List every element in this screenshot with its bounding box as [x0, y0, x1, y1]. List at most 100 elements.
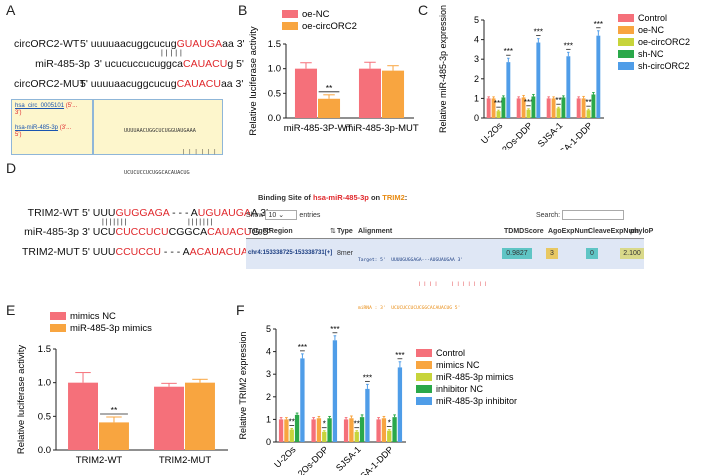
header-tdmd[interactable]: TDMDScore [504, 228, 544, 235]
legend-label: mimics NC [70, 311, 116, 322]
y-tick-label: 1 [266, 414, 271, 424]
cell-type: 8mer [337, 250, 353, 257]
significance-label: ** [111, 405, 118, 415]
header-ago[interactable]: AgoExpNum [548, 228, 590, 235]
x-tick-label: SJSA-1 [536, 120, 565, 149]
legend-label: oe-NC [302, 9, 330, 20]
significance-label: *** [524, 98, 533, 107]
significance-label: * [388, 419, 391, 428]
x-tick-label: TRIM2-WT [76, 455, 123, 466]
significance-label: ** [326, 83, 333, 93]
bar [586, 110, 591, 118]
bar [316, 418, 322, 442]
bar [392, 417, 397, 442]
header-target-region[interactable]: TargetRegion [248, 228, 293, 235]
header-type[interactable]: Type [337, 228, 353, 235]
legend-swatch [50, 312, 66, 320]
y-tick-label: 2 [266, 392, 271, 402]
bar [501, 97, 506, 118]
bar [581, 98, 586, 118]
bar [343, 419, 349, 442]
seq-row-trim2-wt: TRIM2-WT 5' UUUGUGGAGA - - - AUGUAUGAA 3' [27, 207, 269, 219]
table-title: Binding Site of hsa-miR-485-3p on TRIM2: [258, 193, 408, 202]
bar [294, 414, 300, 442]
legend-swatch [282, 10, 298, 18]
cell-alignment: Target: 5' UUUUGUGGAGA---AUGUAUGAA 3' | … [358, 258, 488, 311]
bar [327, 418, 332, 442]
bar [566, 56, 571, 118]
y-tick-label: 0.5 [268, 88, 281, 99]
bar [311, 419, 316, 442]
x-tick-label: SJSA-1 [334, 444, 363, 473]
x-tick-label: U-2Os [479, 120, 505, 146]
bar [387, 430, 392, 442]
bar [376, 419, 381, 442]
significance-label: *** [494, 99, 503, 108]
bar [536, 42, 541, 118]
chart-e-luciferase: 0.0 0.5 1.0 1.5 Relative luciferase activity… [16, 311, 228, 466]
x-tick-label: U-2Os [272, 444, 298, 470]
y-tick-label: 0 [474, 113, 479, 123]
header-cleave[interactable]: CleaveExpNum [588, 228, 639, 235]
legend-swatch [50, 324, 66, 332]
bar [289, 429, 294, 442]
x-tick-label: TRIM2-MUT [159, 455, 211, 466]
bar [556, 108, 561, 118]
bar [359, 417, 365, 442]
cell-target-region[interactable]: chr4:153338725-153338731[+] [248, 250, 333, 256]
alignment-sequences: UUUUAACUGGCUCUGGUAUGAAA | | | | | | UCUC… [124, 128, 217, 176]
significance-label: ** [289, 417, 295, 426]
bar [546, 98, 551, 118]
significance-label: ** [354, 420, 360, 429]
bar [516, 98, 521, 118]
significance-label: *** [395, 351, 404, 360]
bar [365, 388, 370, 442]
y-tick-label: 3 [474, 54, 479, 64]
seq-row-circorc2-mut: circORC2-MUT5' uuuuaacuggcucugCAUACUaa 3… [14, 78, 244, 90]
legend-label: sh-NC [638, 49, 664, 59]
bar [381, 418, 387, 442]
binding-site-table: Binding Site of hsa-miR-485-3p on TRIM2:… [240, 191, 653, 311]
header-alignment[interactable]: Alignment [358, 228, 393, 235]
table-row: chr4:153338725-153338731[+] 8mer Target:… [246, 239, 644, 311]
chart-b-luciferase: 0.0 0.5 1.0 1.5 Relative luciferase activity… [248, 9, 419, 136]
alignment-box: hsa_circ_0005101 (5'... 3') hsa-miR-485-… [11, 99, 223, 176]
seq-row-trim2-mut: TRIM2-MUT5' UUUCCUCCU - - - AACAUACUA 3' [22, 246, 258, 258]
legend-label: Control [436, 348, 465, 358]
legend-label: mimics NC [436, 360, 480, 370]
alignment-labels: hsa_circ_0005101 (5'... 3') hsa-miR-485-… [15, 103, 78, 138]
bar [596, 35, 601, 118]
legend-swatch [618, 62, 634, 70]
panel-label-a: A [6, 2, 16, 18]
header-phylop[interactable]: phyloP [630, 228, 654, 235]
legend-label: miR-485-3p mimics [70, 323, 152, 334]
bar [551, 98, 556, 118]
significance-label: *** [534, 28, 543, 37]
cell-ago: 3 [546, 248, 558, 259]
legend-swatch [416, 373, 432, 381]
significance-label: *** [504, 47, 513, 56]
cell-cleave: 0 [586, 248, 598, 259]
entries-select[interactable]: 10 ⌄ [265, 210, 298, 220]
bar [486, 98, 491, 118]
search-area: Search: [536, 210, 625, 220]
chevron-down-icon: ⌄ [278, 212, 285, 219]
bar [576, 98, 581, 118]
bar [185, 382, 215, 450]
y-tick-label: 1.0 [268, 64, 281, 75]
show-entries: Show 10 ⌄ entries [246, 210, 321, 220]
legend-label: miR-485-3p inhibitor [436, 396, 517, 406]
significance-label: *** [564, 41, 573, 50]
bar [491, 98, 496, 118]
bar [99, 422, 129, 450]
bar [358, 68, 381, 118]
panel-label-e: E [6, 302, 16, 318]
search-input[interactable] [562, 210, 625, 220]
y-tick-label: 4 [266, 347, 271, 357]
bar [318, 98, 341, 118]
y-tick-label: 1.0 [38, 378, 51, 389]
panel-label-f: F [236, 302, 245, 318]
bar [278, 419, 284, 442]
